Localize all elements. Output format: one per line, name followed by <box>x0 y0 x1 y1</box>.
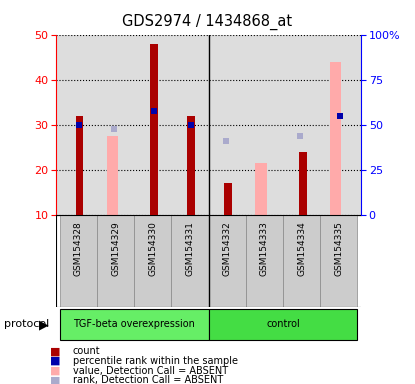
Bar <box>255 163 266 215</box>
Bar <box>171 215 209 307</box>
Bar <box>225 184 232 215</box>
Bar <box>330 62 341 215</box>
Text: ■: ■ <box>50 375 60 384</box>
Text: TGF-beta overexpression: TGF-beta overexpression <box>73 319 195 329</box>
Bar <box>134 215 171 307</box>
Bar <box>320 215 357 307</box>
Bar <box>97 215 134 307</box>
Text: GSM154329: GSM154329 <box>111 222 120 276</box>
Text: rank, Detection Call = ABSENT: rank, Detection Call = ABSENT <box>73 375 223 384</box>
Bar <box>76 116 83 215</box>
Bar <box>209 309 357 340</box>
Bar <box>283 215 320 307</box>
Text: ▶: ▶ <box>39 318 49 331</box>
Text: count: count <box>73 346 100 356</box>
Text: GSM154328: GSM154328 <box>74 222 83 276</box>
Text: ■: ■ <box>50 366 60 376</box>
Bar <box>209 215 246 307</box>
Text: GSM154332: GSM154332 <box>222 222 232 276</box>
Text: GSM154330: GSM154330 <box>148 222 157 276</box>
Bar <box>187 116 195 215</box>
Bar <box>107 136 118 215</box>
Bar <box>60 215 97 307</box>
Text: protocol: protocol <box>4 319 49 329</box>
Text: GDS2974 / 1434868_at: GDS2974 / 1434868_at <box>122 13 293 30</box>
Text: ■: ■ <box>50 356 60 366</box>
Text: value, Detection Call = ABSENT: value, Detection Call = ABSENT <box>73 366 228 376</box>
Bar <box>246 215 283 307</box>
Text: GSM154335: GSM154335 <box>334 222 343 276</box>
Text: GSM154331: GSM154331 <box>186 222 195 276</box>
Text: percentile rank within the sample: percentile rank within the sample <box>73 356 238 366</box>
Bar <box>150 44 158 215</box>
Text: control: control <box>266 319 300 329</box>
Bar <box>299 152 307 215</box>
Bar <box>60 309 209 340</box>
Text: GSM154334: GSM154334 <box>297 222 306 276</box>
Text: GSM154333: GSM154333 <box>260 222 269 276</box>
Text: ■: ■ <box>50 346 60 356</box>
